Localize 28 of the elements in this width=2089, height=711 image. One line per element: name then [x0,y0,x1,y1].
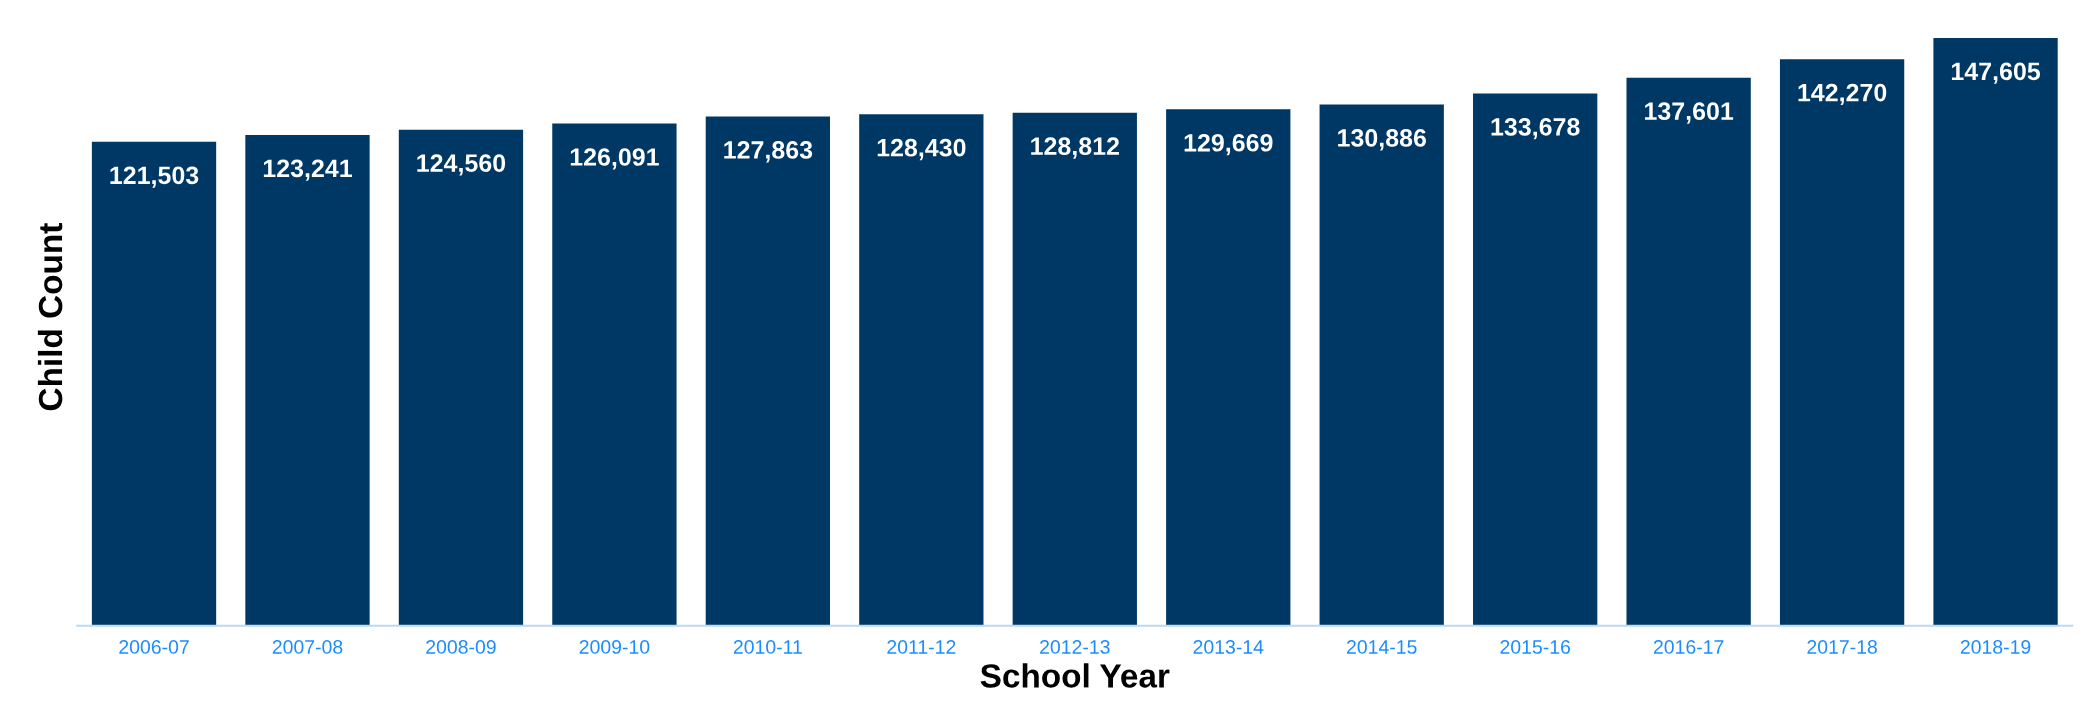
x-tick-label: 2018-19 [1960,640,2031,654]
x-axis-title: School Year [980,663,1170,688]
data-label: 129,669 [1184,133,1273,156]
data-label: 128,430 [877,138,966,161]
x-tick-label: 2009-10 [579,640,650,654]
x-tick-label: 2017-18 [1807,640,1877,654]
data-label: 126,091 [570,148,659,170]
data-label: 130,886 [1338,129,1426,151]
y-axis-title: Child Count [37,223,63,411]
x-tick-label: 2006-07 [119,640,189,654]
x-tick-label: 2007-08 [272,640,343,654]
data-label: 128,812 [1031,137,1119,159]
data-label: 123,241 [263,159,352,181]
x-tick-label: 2011-12 [887,640,956,654]
data-label: 133,678 [1491,117,1580,140]
data-label: 121,503 [110,166,199,188]
data-label: 124,560 [417,154,506,176]
x-tick-label: 2012-13 [1040,640,1110,654]
data-label: 147,605 [1951,62,2041,84]
x-tick-label: 2008-09 [426,640,496,654]
x-tick-label: 2010-11 [733,640,802,654]
data-label: 137,601 [1645,102,1734,124]
data-label: 142,270 [1798,83,1887,106]
x-tick-label: 2016-17 [1653,640,1724,654]
data-label: 127,863 [724,141,813,163]
x-tick-label: 2015-16 [1500,640,1570,654]
x-tick-label: 2013-14 [1193,640,1264,654]
x-tick-label: 2014-15 [1347,640,1417,654]
